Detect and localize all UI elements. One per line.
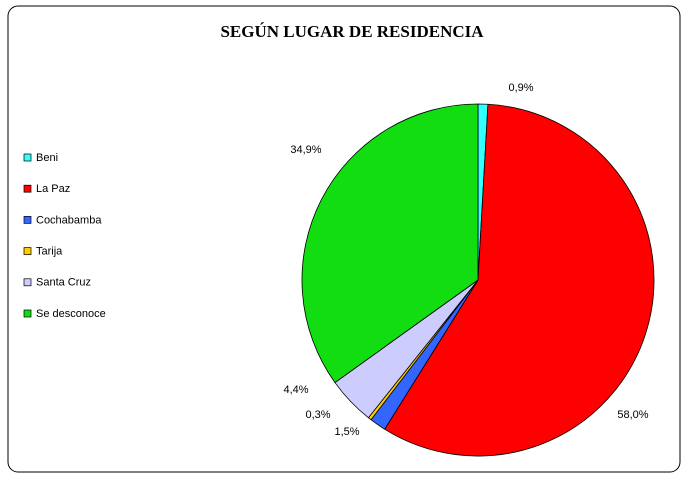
legend-swatch (23, 184, 32, 193)
data-label: 1,5% (334, 426, 359, 438)
data-label: 58,0% (617, 409, 648, 421)
data-label: 4,4% (283, 384, 308, 396)
legend-swatch (23, 153, 32, 162)
legend-label: La Paz (36, 183, 70, 195)
pie-slice (301, 103, 479, 384)
legend-swatch (23, 309, 32, 318)
data-label: 0,3% (305, 409, 330, 421)
legend-label: Tarija (36, 246, 63, 258)
legend-swatch (23, 278, 32, 287)
legend-label: Se desconoce (36, 308, 106, 320)
chart-title: SEGÚN LUGAR DE RESIDENCIA (220, 22, 484, 41)
legend-label: Cochabamba (36, 214, 102, 226)
legend-label: Beni (36, 152, 58, 164)
legend-label: Santa Cruz (36, 277, 91, 289)
legend-swatch (23, 247, 32, 255)
pie-slice (384, 103, 655, 457)
data-label: 0,9% (508, 82, 533, 94)
data-label: 34,9% (290, 144, 321, 156)
legend-swatch (23, 216, 32, 224)
